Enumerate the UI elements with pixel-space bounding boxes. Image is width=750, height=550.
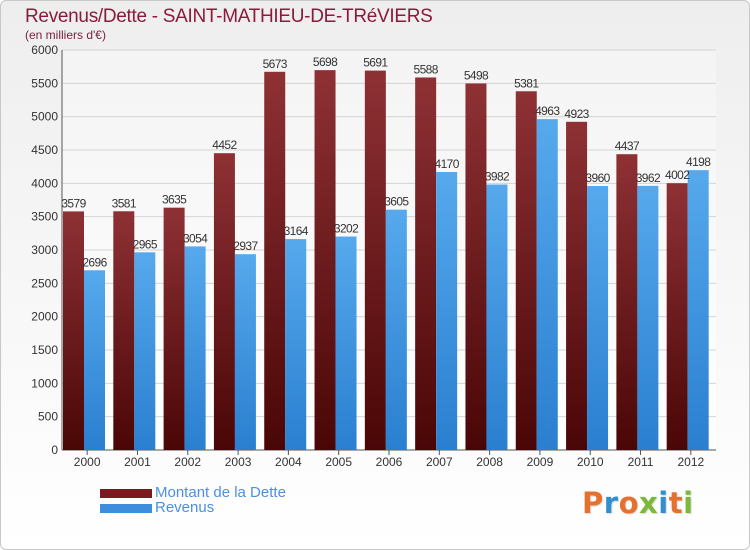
data-label-debt: 4002 [665, 168, 690, 182]
data-label-debt: 4923 [564, 107, 589, 121]
x-tick-label: 2007 [426, 455, 453, 469]
bar-revenus [536, 119, 558, 450]
data-label-debt: 5588 [414, 62, 439, 76]
data-label-debt: 5673 [263, 57, 288, 71]
logo-letter: i [658, 486, 669, 520]
data-label-revenus: 4198 [686, 155, 711, 169]
proxiti-logo: Proxiti [582, 486, 694, 520]
bar-debt [213, 153, 235, 450]
data-label-debt: 5691 [363, 56, 388, 70]
data-label-debt: 3579 [61, 196, 86, 210]
y-tick-label: 1500 [31, 343, 58, 357]
x-tick-label: 2009 [527, 455, 554, 469]
bar-revenus [385, 209, 407, 450]
data-label-debt: 3581 [112, 196, 137, 210]
x-tick-label: 2010 [577, 455, 604, 469]
bar-debt [465, 83, 487, 450]
bar-debt [113, 211, 135, 450]
bar-revenus [84, 270, 105, 450]
logo-letter: r [603, 486, 619, 520]
logo-letter: x [639, 486, 659, 520]
data-label-debt: 5698 [313, 55, 338, 69]
logo-letter: o [618, 486, 640, 520]
x-tick-label: 2005 [325, 455, 352, 469]
bar-revenus [637, 185, 659, 450]
bar-revenus [134, 252, 156, 450]
x-tick-label: 2004 [275, 455, 302, 469]
data-label-debt: 4452 [212, 138, 237, 152]
y-tick-label: 3000 [31, 243, 58, 257]
data-label-revenus: 3605 [384, 195, 409, 209]
data-label-revenus: 2937 [233, 239, 258, 253]
bar-revenus [486, 184, 508, 451]
legend-swatch-revenus [100, 504, 152, 513]
bar-revenus [234, 254, 256, 450]
bar-debt [415, 77, 437, 450]
chart-title: Revenus/Dette - SAINT-MATHIEU-DE-TRéVIER… [25, 6, 433, 27]
y-tick-label: 5000 [31, 110, 58, 124]
bar-debt [364, 70, 386, 450]
bar-revenus [436, 172, 458, 450]
y-tick-label: 500 [38, 410, 58, 424]
bar-debt [566, 121, 588, 451]
data-label-debt: 5498 [464, 68, 489, 82]
data-label-revenus: 3054 [183, 231, 208, 245]
data-label-revenus: 3982 [485, 170, 510, 184]
data-label-debt: 5381 [514, 76, 539, 90]
data-label-revenus: 2965 [133, 237, 158, 251]
x-tick-label: 2000 [74, 455, 101, 469]
logo-letter: t [668, 486, 684, 520]
y-tick-label: 6000 [31, 43, 58, 57]
bar-revenus [335, 236, 357, 450]
logo-letter: P [582, 486, 604, 520]
x-tick-label: 2002 [174, 455, 201, 469]
y-tick-label: 1000 [31, 376, 58, 390]
x-tick-label: 2003 [225, 455, 252, 469]
y-tick-label: 4500 [31, 143, 58, 157]
bar-revenus [587, 186, 609, 450]
legend-label-revenus: Revenus [155, 499, 215, 516]
bar-revenus [285, 239, 307, 450]
y-tick-label: 2000 [31, 310, 58, 324]
data-label-debt: 3635 [162, 193, 187, 207]
data-label-revenus: 3960 [585, 171, 610, 185]
data-label-revenus: 4170 [435, 157, 460, 171]
bar-debt [515, 91, 537, 451]
data-label-revenus: 3202 [334, 222, 359, 236]
chart-subtitle: (en milliers d'€) [25, 28, 106, 42]
x-tick-label: 2011 [628, 455, 654, 469]
bar-debt [616, 154, 638, 450]
x-tick-label: 2012 [677, 455, 704, 469]
x-tick-label: 2001 [124, 455, 151, 469]
bar-revenus [184, 246, 206, 450]
bar-debt [163, 207, 185, 450]
bar-debt [63, 211, 84, 450]
legend-label-debt: Montant de la Dette [155, 484, 286, 501]
legend-swatch-debt [100, 489, 152, 498]
data-label-revenus: 3962 [636, 171, 661, 185]
y-tick-label: 0 [51, 443, 58, 457]
y-tick-label: 2500 [31, 276, 58, 290]
data-label-revenus: 2696 [82, 255, 107, 269]
bar-debt [314, 70, 336, 450]
x-tick-label: 2006 [376, 455, 403, 469]
data-label-revenus: 3164 [284, 224, 309, 238]
bar-revenus [687, 170, 709, 450]
y-tick-label: 3500 [31, 210, 58, 224]
data-label-debt: 4437 [615, 139, 640, 153]
bar-debt [264, 71, 286, 451]
x-tick-label: 2008 [476, 455, 503, 469]
logo-letter: i [683, 486, 694, 520]
y-tick-label: 4000 [31, 176, 58, 190]
bar-debt [666, 183, 688, 450]
data-label-revenus: 4963 [535, 104, 560, 118]
y-tick-label: 5500 [31, 76, 58, 90]
